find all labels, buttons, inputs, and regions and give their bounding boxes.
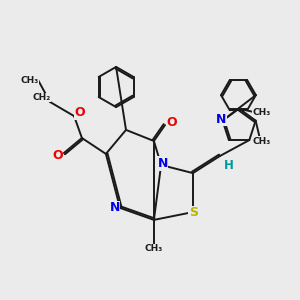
Text: CH₃: CH₃ xyxy=(145,244,163,253)
Text: O: O xyxy=(52,148,63,162)
Text: H: H xyxy=(224,159,234,172)
Text: N: N xyxy=(110,201,120,214)
Text: O: O xyxy=(74,106,85,119)
Text: CH₃: CH₃ xyxy=(253,136,271,146)
Text: N: N xyxy=(158,157,168,170)
Text: CH₂: CH₂ xyxy=(33,93,51,102)
Text: N: N xyxy=(216,112,226,126)
Text: S: S xyxy=(189,206,198,219)
Text: CH₃: CH₃ xyxy=(253,108,271,117)
Text: O: O xyxy=(166,116,177,130)
Text: CH₃: CH₃ xyxy=(21,76,39,85)
